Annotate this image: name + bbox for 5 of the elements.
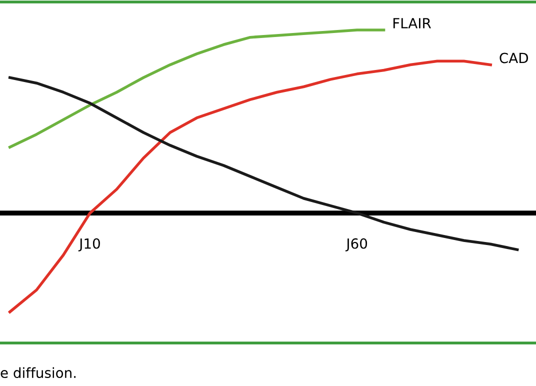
series-label: CAD <box>500 52 528 64</box>
x-tick-label: J60 <box>345 238 368 252</box>
text: e diffusion. <box>0 367 76 378</box>
series-label: FLAIR <box>393 18 431 28</box>
x-tick-label: J10 <box>78 238 100 252</box>
